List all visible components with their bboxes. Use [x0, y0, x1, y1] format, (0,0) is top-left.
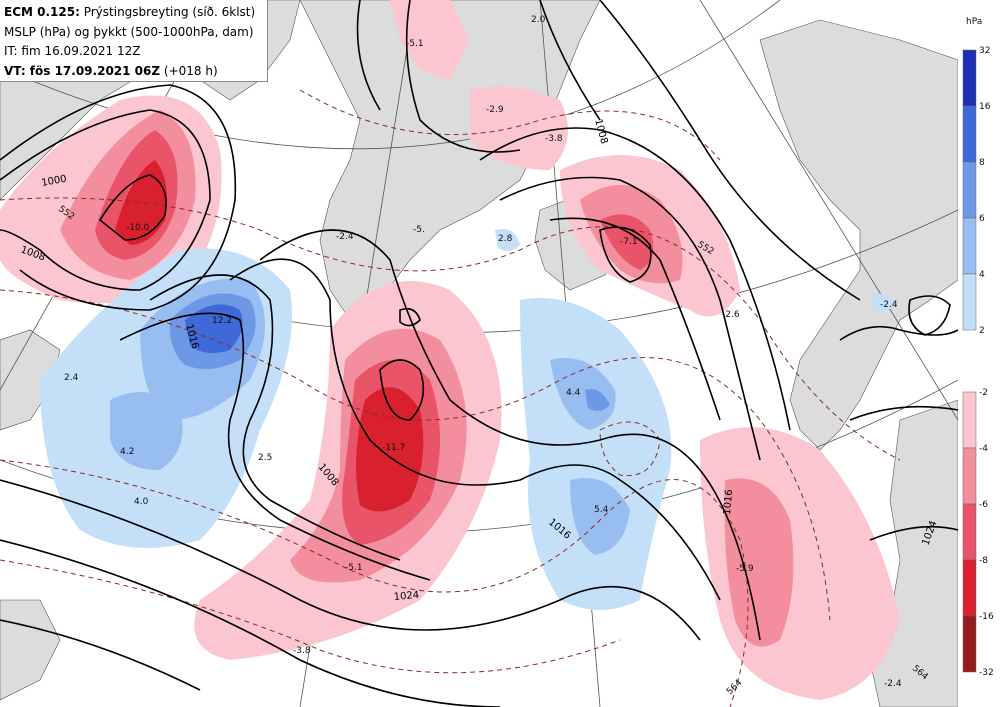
legend-swatch: [962, 49, 977, 107]
pressure-change-label: -2.4: [884, 679, 902, 689]
pressure-change-label: -2.6: [722, 310, 740, 320]
map-info-box: ECM 0.125: Prýstingsbreyting (síð. 6klst…: [0, 0, 268, 82]
pressure-change-label: -5.1: [345, 563, 363, 573]
info-line-valid-time: VT: fös 17.09.2021 06Z (+018 h): [4, 63, 218, 78]
legend-swatch: [962, 217, 977, 275]
legend-tick-label: 32: [979, 46, 990, 56]
legend-swatch: [962, 105, 977, 163]
pressure-change-label: 2.4: [64, 373, 79, 383]
isobar-label: 1008: [592, 118, 609, 145]
isobar-label: 1016: [722, 489, 735, 515]
pressure-change-label: 2.5: [258, 453, 272, 463]
pressure-change-label: 4.0: [134, 497, 149, 507]
pressure-change-label: -5.: [413, 225, 425, 235]
legend-tick-label: 6: [979, 214, 985, 224]
pressure-change-label: 4.4: [566, 388, 581, 398]
pressure-change-label: -11.7: [382, 443, 405, 453]
thickness-contours: [0, 89, 901, 707]
rise-area-iceland: [495, 229, 520, 251]
legend-tick-label: -6: [979, 500, 988, 510]
legend-tick-label: -32: [979, 668, 994, 678]
color-legend: hPa 32 16 8 6 4 2 -2 -4 -6 -8 -16 -32: [958, 0, 1000, 707]
pressure-rise-areas: [40, 229, 895, 610]
pressure-fall-areas: [0, 0, 900, 700]
legend-tick-label: 4: [979, 270, 985, 280]
info-line-product: ECM 0.125: Prýstingsbreyting (síð. 6klst…: [4, 5, 256, 19]
pressure-change-label: -3.8: [545, 134, 563, 144]
fall-area-north: [390, 0, 470, 80]
legend-tick-label: 16: [979, 102, 991, 112]
europe-land: [869, 399, 959, 707]
legend-tick-label: -2: [979, 388, 988, 398]
legend-tick-label: -4: [979, 444, 988, 454]
pressure-change-label: -2.4: [880, 300, 898, 310]
legend-swatch: [962, 559, 977, 617]
legend-swatch: [962, 447, 977, 505]
pressure-change-label: 5.4: [594, 505, 609, 515]
nova-scotia-land: [0, 599, 61, 701]
pressure-change-label: 2.8: [498, 234, 513, 244]
pressure-change-label: -5.9: [736, 564, 754, 574]
pressure-change-label: 2.0: [531, 15, 546, 25]
isobars: [0, 0, 959, 707]
pressure-change-label: 12.2: [212, 316, 232, 326]
pressure-change-label: -3.8: [293, 646, 311, 656]
thickness-label: 564: [725, 678, 744, 697]
legend-swatch: [962, 503, 977, 561]
legend-tick-label: -16: [979, 612, 994, 622]
legend-positive-scale: 32 16 8 6 4 2: [962, 46, 991, 336]
legend-tick-label: 8: [979, 158, 985, 168]
info-line-init-time: IT: fim 16.09.2021 12Z: [4, 44, 141, 58]
legend-tick-label: -8: [979, 556, 988, 566]
legend-tick-label: 2: [979, 326, 985, 336]
legend-swatch: [962, 273, 977, 331]
pressure-change-label: -10.0: [126, 223, 150, 233]
info-line-fields: MSLP (hPa) og þykkt (500-1000hPa, dam): [4, 24, 254, 39]
pressure-change-label: -2.4: [336, 232, 354, 242]
legend-swatch: [962, 615, 977, 673]
isobar-label: 1000: [41, 174, 68, 189]
pressure-change-label: 4.2: [120, 447, 134, 457]
legend-swatch: [962, 161, 977, 219]
pressure-change-label: -2.9: [486, 105, 504, 115]
legend-unit: hPa: [966, 17, 982, 27]
pressure-change-label: -7.1: [620, 237, 638, 247]
isobar-label: 1024: [393, 590, 419, 603]
rise-area-central: [520, 298, 672, 610]
pressure-change-label: -5.1: [406, 39, 424, 49]
scandinavia-land: [759, 19, 959, 451]
value-labels: -5.1 2.0 -2.9 -3.8 -10.0 -2.4 -5. 2.8 -7.1 12.2 2.…: [64, 15, 902, 689]
legend-swatch: [962, 391, 977, 449]
legend-negative-scale: -2 -4 -6 -8 -16 -32: [962, 388, 994, 678]
